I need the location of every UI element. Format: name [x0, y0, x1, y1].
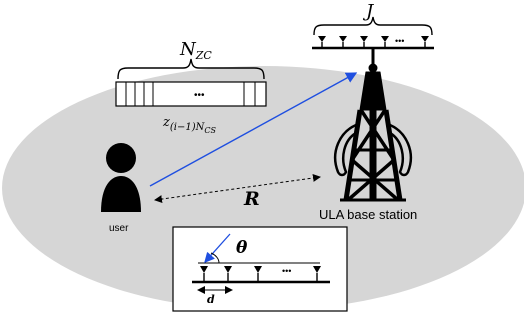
antenna-array: •••	[312, 36, 434, 50]
antenna-icon	[254, 266, 262, 282]
antenna-icon	[200, 266, 208, 282]
nzc-label: NZC	[179, 39, 212, 62]
spacing-label: d	[207, 293, 215, 306]
zc-sequence-block: •••	[115, 81, 267, 107]
antenna-count-label: J	[362, 1, 375, 22]
antenna-icon	[339, 36, 347, 48]
inset-antenna-dots: •••	[282, 266, 291, 276]
distance-arrow	[154, 174, 321, 203]
angle-arc	[210, 252, 220, 264]
distance-label: R	[243, 188, 260, 210]
antenna-icon	[360, 36, 368, 48]
antenna-icon	[421, 36, 429, 48]
signal-ray	[149, 72, 358, 187]
tower-icon	[333, 48, 413, 202]
incident-ray	[204, 233, 231, 263]
angle-label: θ	[236, 238, 248, 258]
cyclic-shift-label: z(i−1)NCS	[162, 115, 216, 135]
user-person-icon	[101, 143, 141, 212]
zc-sequence-dots: •••	[194, 90, 205, 101]
antenna-dots: •••	[395, 36, 404, 46]
antenna-icon	[318, 36, 326, 48]
base-station-label: ULA base station	[319, 207, 417, 222]
user-label: user	[109, 223, 129, 234]
antenna-icon	[381, 36, 389, 48]
antenna-icon	[224, 266, 232, 282]
ula-geometry-inset: ••• θ d	[172, 226, 348, 312]
antenna-count-brace	[313, 16, 433, 36]
nzc-brace	[117, 58, 265, 80]
antenna-icon	[313, 266, 321, 282]
